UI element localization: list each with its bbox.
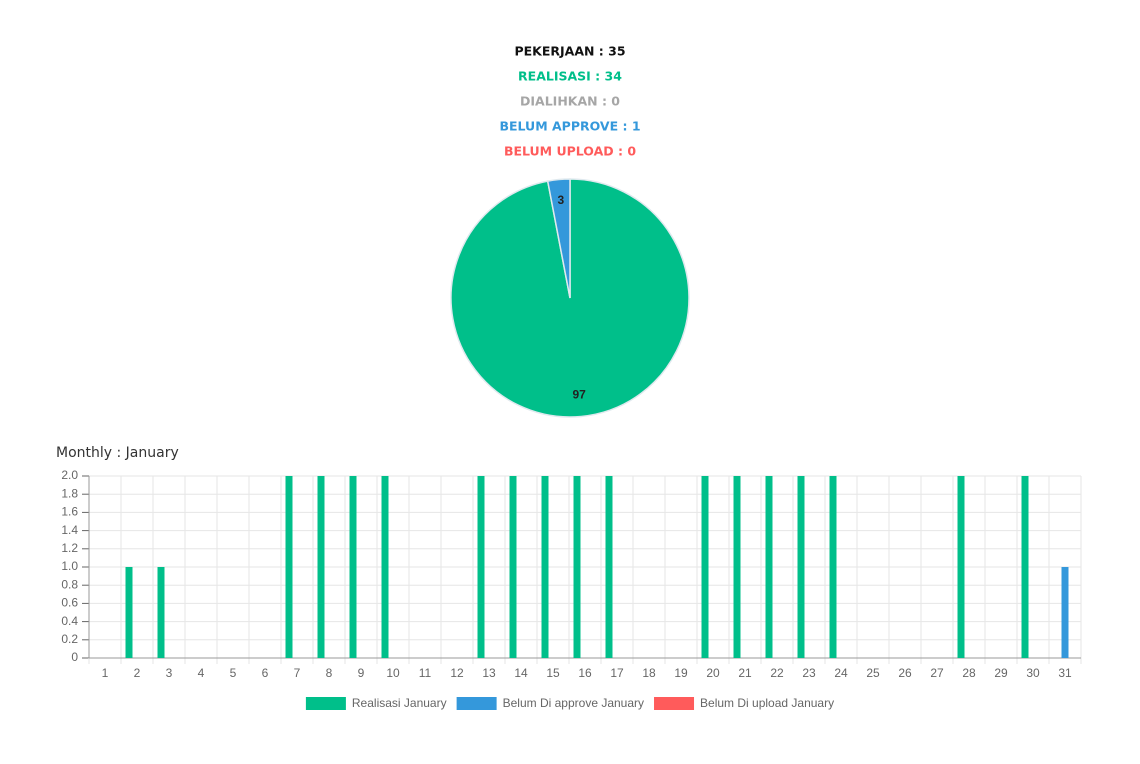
bar xyxy=(701,476,709,658)
pie-label: 3 xyxy=(557,193,564,207)
x-tick-label: 24 xyxy=(834,666,848,680)
legend-swatch xyxy=(456,697,497,710)
x-tick-label: 25 xyxy=(866,666,880,680)
bar xyxy=(477,476,485,658)
x-tick-label: 19 xyxy=(674,666,688,680)
y-tick-label: 0.4 xyxy=(61,614,78,628)
x-tick-label: 28 xyxy=(962,666,976,680)
x-tick-label: 5 xyxy=(230,666,237,680)
bar xyxy=(957,476,965,658)
x-tick-label: 18 xyxy=(642,666,656,680)
y-tick-label: 1.6 xyxy=(61,505,78,519)
legend-label: Realisasi January xyxy=(352,696,447,710)
stat-line: PEKERJAAN : 35 xyxy=(514,44,625,59)
x-tick-label: 30 xyxy=(1026,666,1040,680)
bar xyxy=(733,476,741,658)
pie-slice xyxy=(546,178,571,299)
x-tick-label: 31 xyxy=(1058,666,1072,680)
x-tick-label: 15 xyxy=(546,666,560,680)
stat-line: BELUM APPROVE : 1 xyxy=(499,119,640,134)
pie-label: 97 xyxy=(573,387,587,401)
x-tick-label: 3 xyxy=(166,666,173,680)
bar xyxy=(157,567,165,658)
bar xyxy=(285,476,293,658)
stat-line: REALISASI : 34 xyxy=(518,69,622,84)
y-tick-label: 0.8 xyxy=(61,577,78,591)
x-tick-label: 17 xyxy=(610,666,624,680)
bar xyxy=(797,476,805,658)
x-tick-label: 1 xyxy=(102,666,109,680)
bar xyxy=(349,476,357,658)
x-tick-label: 29 xyxy=(994,666,1008,680)
x-tick-label: 20 xyxy=(706,666,720,680)
bar xyxy=(605,476,613,658)
bar xyxy=(317,476,325,658)
y-tick-label: 0 xyxy=(71,650,78,664)
legend-label: Belum Di upload January xyxy=(700,696,834,710)
bar xyxy=(509,476,517,658)
y-tick-label: 1.4 xyxy=(61,523,78,537)
legend-label: Belum Di approve January xyxy=(503,696,644,710)
x-tick-label: 22 xyxy=(770,666,784,680)
bar xyxy=(573,476,581,658)
x-tick-label: 7 xyxy=(294,666,301,680)
y-tick-label: 1.8 xyxy=(61,486,78,500)
bar xyxy=(765,476,773,658)
x-tick-label: 2 xyxy=(134,666,141,680)
x-tick-label: 8 xyxy=(326,666,333,680)
y-tick-label: 1.2 xyxy=(61,541,78,555)
bar xyxy=(829,476,837,658)
bar xyxy=(1021,476,1029,658)
x-tick-label: 27 xyxy=(930,666,944,680)
legend-swatch xyxy=(305,697,346,710)
stat-line: DIALIHKAN : 0 xyxy=(520,94,620,109)
x-tick-label: 14 xyxy=(514,666,528,680)
x-tick-label: 26 xyxy=(898,666,912,680)
bar xyxy=(1061,567,1069,658)
x-tick-label: 6 xyxy=(262,666,269,680)
y-tick-label: 2.0 xyxy=(61,468,78,482)
x-tick-label: 4 xyxy=(198,666,205,680)
legend-swatch xyxy=(654,697,695,710)
x-tick-label: 23 xyxy=(802,666,816,680)
y-tick-label: 1.0 xyxy=(61,559,78,573)
x-tick-label: 9 xyxy=(358,666,365,680)
chart-title: Monthly : January xyxy=(56,445,179,461)
bar xyxy=(381,476,389,658)
x-tick-label: 16 xyxy=(578,666,592,680)
x-tick-label: 12 xyxy=(450,666,464,680)
x-tick-label: 13 xyxy=(482,666,496,680)
bar xyxy=(125,567,133,658)
x-tick-label: 10 xyxy=(386,666,400,680)
y-tick-label: 0.2 xyxy=(61,632,78,646)
x-tick-label: 21 xyxy=(738,666,752,680)
bar xyxy=(541,476,549,658)
x-tick-label: 11 xyxy=(419,666,432,680)
y-tick-label: 0.6 xyxy=(61,596,78,610)
stat-line: BELUM UPLOAD : 0 xyxy=(504,144,636,159)
